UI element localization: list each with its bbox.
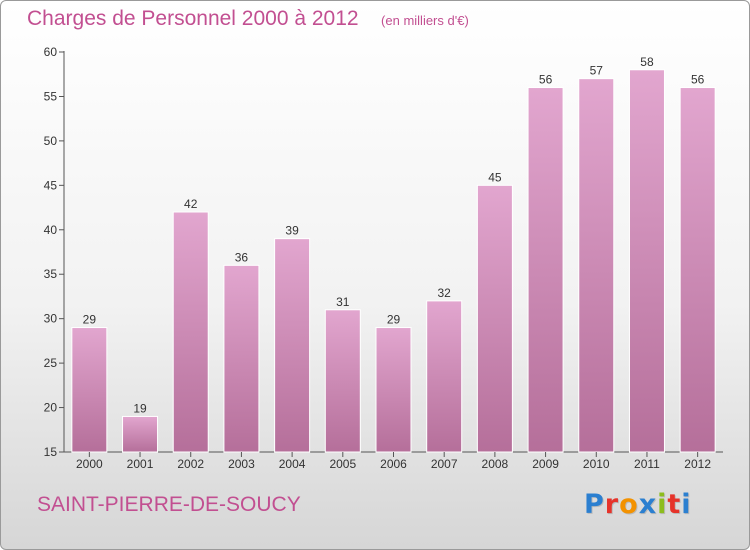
y-tick-label: 15 (44, 445, 58, 459)
y-tick-label: 20 (44, 401, 58, 415)
bar (476, 184, 513, 453)
y-tick-label: 60 (44, 45, 58, 59)
x-tick-label: 2005 (329, 457, 356, 471)
chart-unit: (en milliers d'€) (381, 13, 469, 28)
x-tick-label: 2003 (228, 457, 255, 471)
x-tick-label: 2008 (482, 457, 509, 471)
bar-value-label: 29 (83, 313, 97, 327)
bar (122, 415, 159, 453)
x-tick-label: 2001 (127, 457, 154, 471)
proxiti-logo: Proxiti (584, 489, 692, 520)
x-tick-label: 2011 (634, 457, 660, 471)
bar-value-label: 39 (285, 224, 299, 238)
title-row: Charges de Personnel 2000 à 2012 (en mil… (27, 7, 469, 31)
bar-value-label: 29 (387, 313, 401, 327)
bar (71, 327, 108, 453)
bar (172, 211, 209, 453)
bar (679, 87, 716, 453)
bar-value-label: 45 (488, 170, 502, 184)
bar-value-label: 36 (235, 250, 249, 264)
x-tick-label: 2004 (279, 457, 306, 471)
chart-title: Charges de Personnel 2000 à 2012 (27, 7, 359, 30)
y-tick-label: 55 (44, 89, 58, 103)
x-tick-label: 2000 (76, 457, 103, 471)
bar-value-label: 42 (184, 197, 198, 211)
x-tick-label: 2012 (684, 457, 711, 471)
bar-value-label: 58 (640, 55, 654, 69)
y-tick-label: 25 (44, 356, 58, 370)
bar (426, 300, 463, 453)
bar (527, 87, 564, 453)
y-tick-label: 35 (44, 267, 58, 281)
bar-value-label: 56 (691, 73, 705, 87)
y-tick-label: 40 (44, 223, 58, 237)
bar (274, 238, 311, 453)
x-tick-label: 2007 (431, 457, 458, 471)
bar-value-label: 19 (133, 401, 147, 415)
bar (223, 264, 260, 453)
bar (375, 327, 412, 453)
bar (578, 78, 615, 453)
commune-name: SAINT-PIERRE-DE-SOUCY (37, 493, 301, 516)
x-tick-label: 2009 (532, 457, 559, 471)
bar-value-label: 32 (438, 286, 452, 300)
y-tick-label: 50 (44, 134, 58, 148)
y-tick-label: 45 (44, 178, 58, 192)
bar-value-label: 56 (539, 73, 553, 87)
bar (324, 309, 361, 453)
x-tick-label: 2006 (380, 457, 407, 471)
bar-value-label: 31 (336, 295, 350, 309)
bar-value-label: 57 (590, 64, 604, 78)
x-tick-label: 2002 (177, 457, 204, 471)
bar (628, 69, 665, 453)
x-tick-label: 2010 (583, 457, 610, 471)
y-tick-label: 30 (44, 312, 58, 326)
